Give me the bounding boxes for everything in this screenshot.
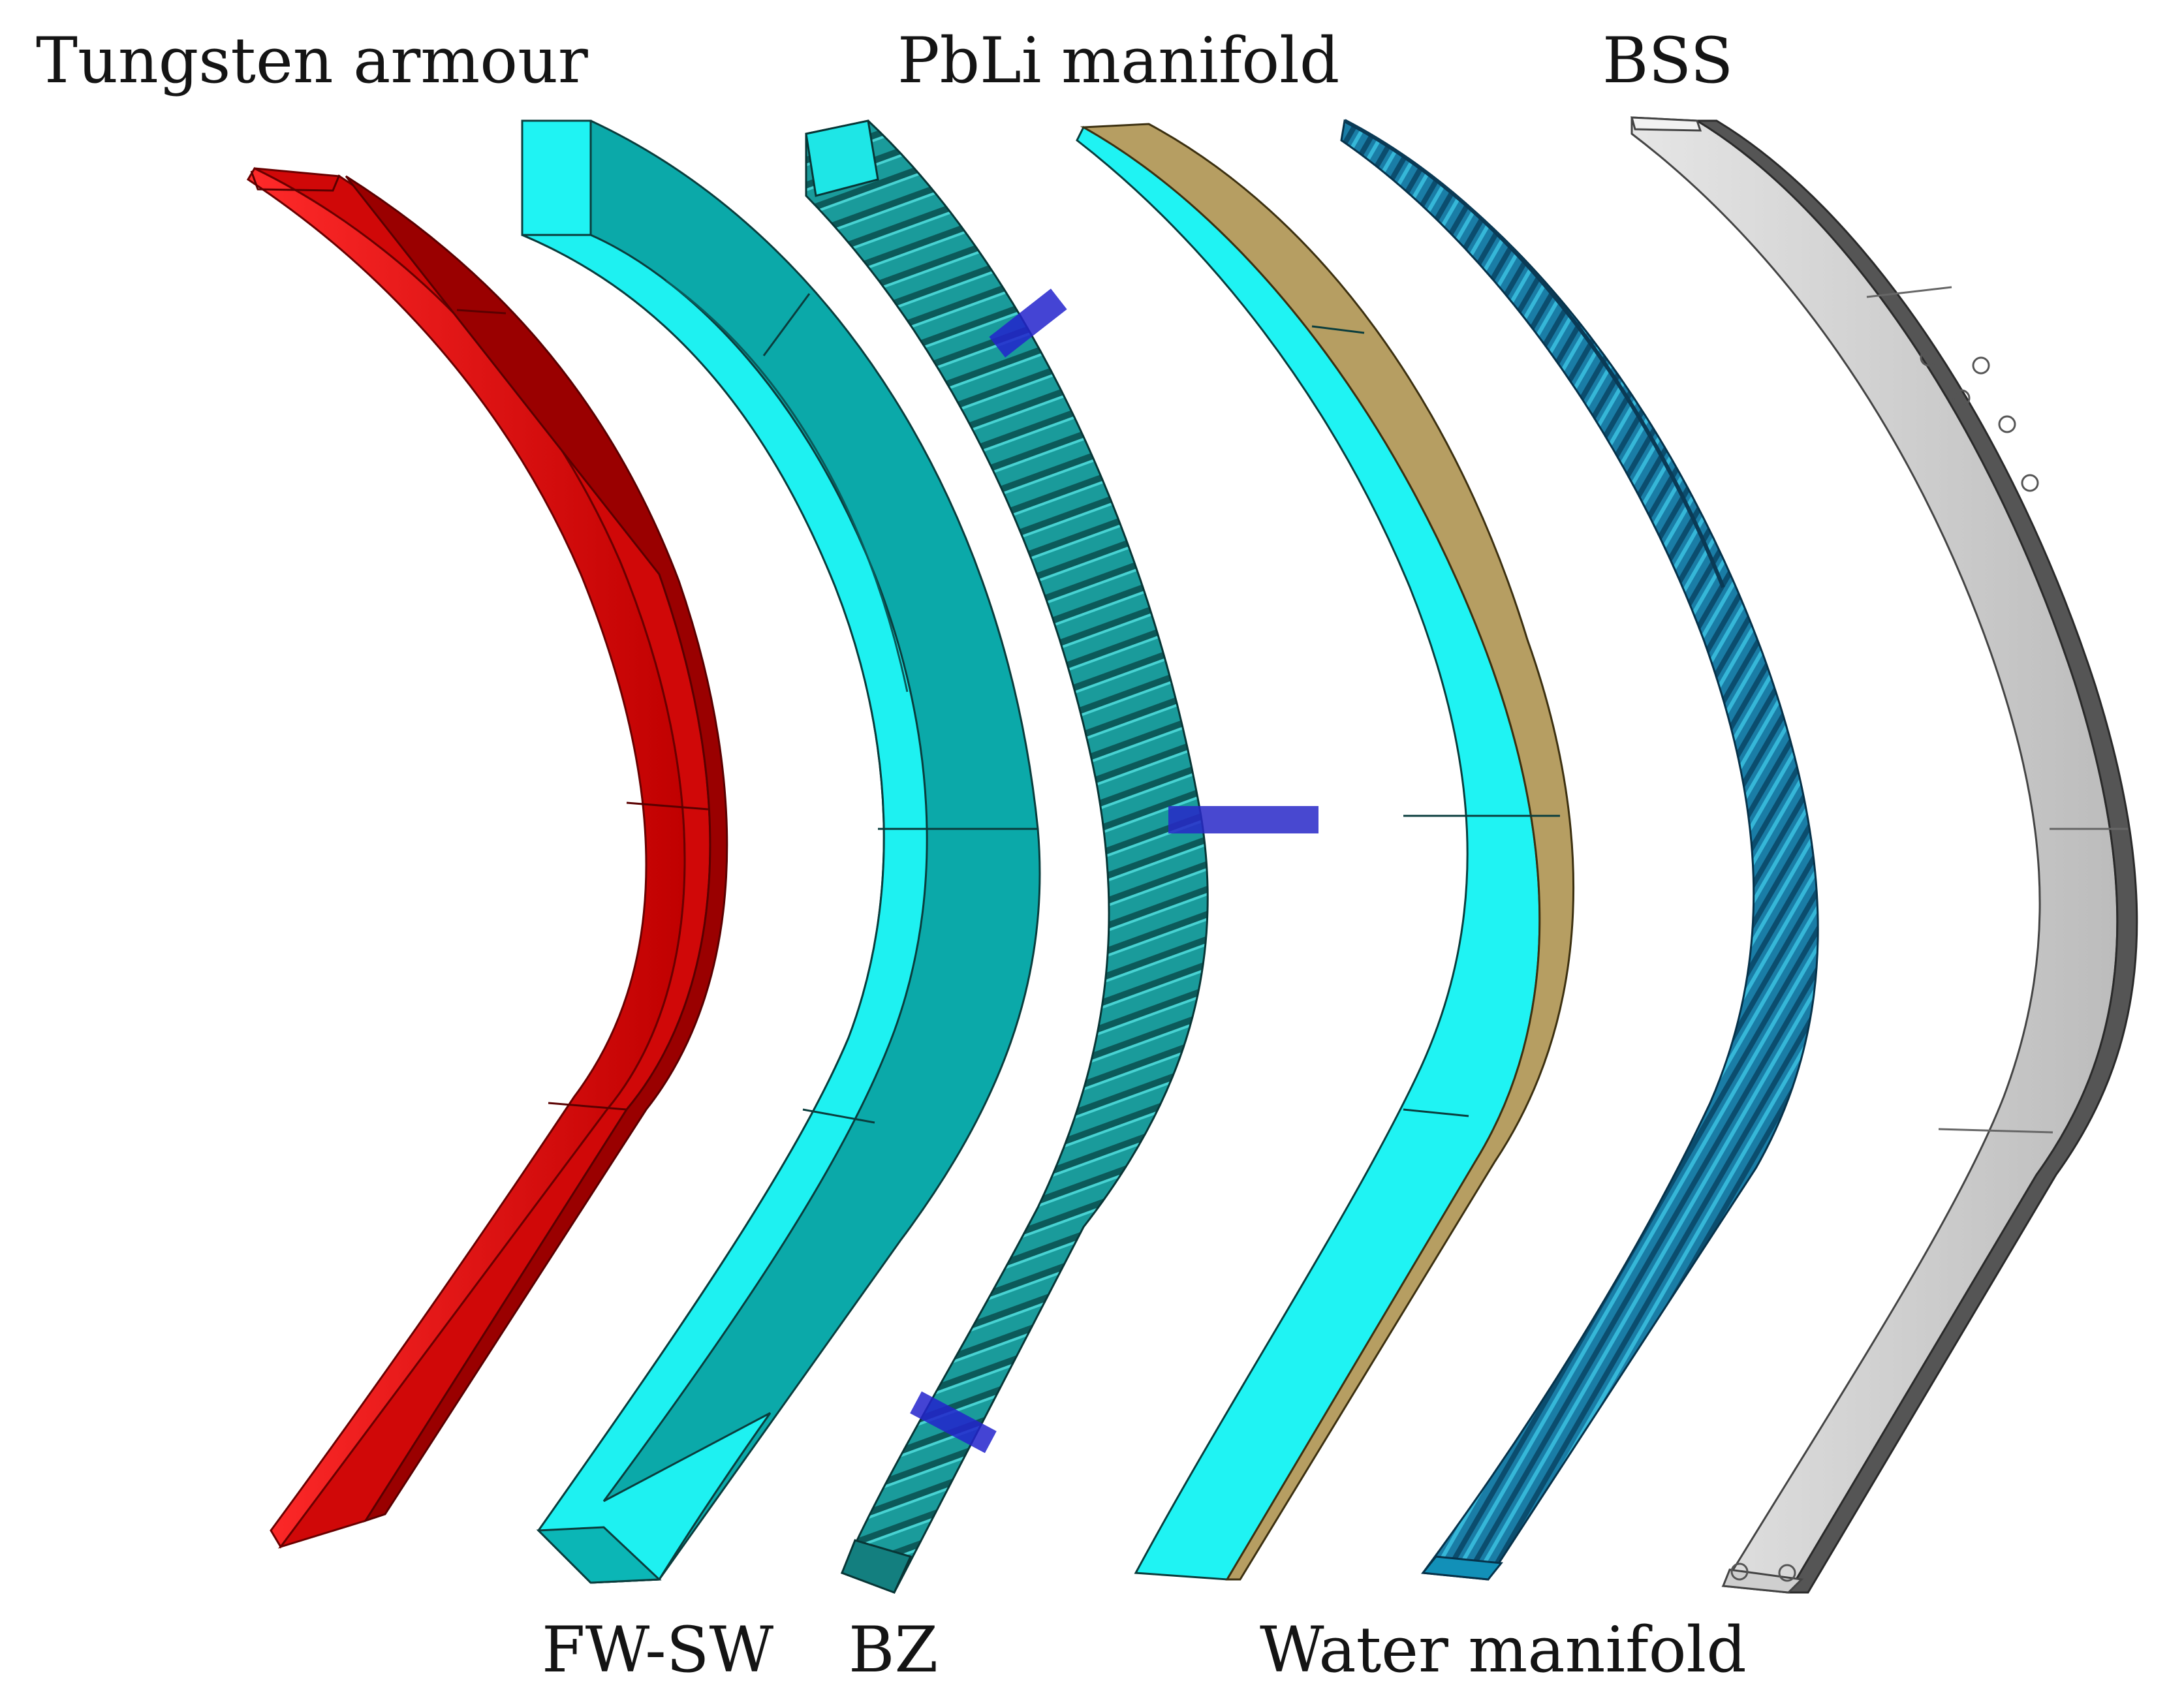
tungsten-armour-part [246, 167, 728, 1549]
tungsten-armour-label: Tungsten armour [36, 24, 588, 97]
bz-label: BZ [849, 1613, 939, 1686]
bss-part [1630, 116, 2138, 1594]
fw-sw-part [521, 119, 1041, 1584]
water-manifold-label: Water manifold [1260, 1613, 1747, 1686]
pbli-manifold-part [1076, 123, 1575, 1581]
fw-sw-label: FW-SW [542, 1613, 774, 1686]
bss-label: BSS [1602, 24, 1734, 97]
bz-part [805, 119, 1318, 1594]
water-manifold-part [1340, 119, 1819, 1581]
pbli-manifold-label: PbLi manifold [897, 24, 1340, 97]
